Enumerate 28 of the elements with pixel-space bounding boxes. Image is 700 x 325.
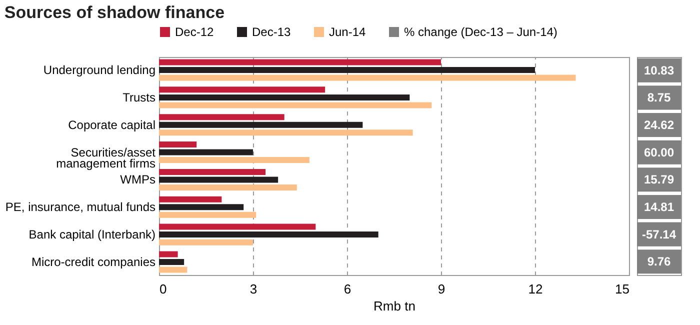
legend-label: % change (Dec-13 – Jun-14) (404, 25, 558, 39)
y-tick-label: Securities/asset management firms (56, 145, 156, 170)
data-label: 15.79 (644, 172, 674, 187)
y-tick-label: Underground lending (43, 63, 156, 78)
legend-label: Dec-12 (175, 25, 214, 39)
y-tick-label: Micro-credit companies (31, 254, 156, 269)
x-tick-label: 12 (528, 282, 543, 296)
data-label: 10.83 (644, 63, 674, 78)
x-tick-label: 6 (344, 282, 352, 296)
x-tick-label: 15 (615, 282, 630, 296)
data-label: 8.75 (647, 90, 671, 105)
legend-label: Dec-13 (252, 25, 292, 39)
x-tick-label: 3 (250, 282, 258, 296)
y-tick-label: WMPs (120, 172, 156, 187)
chart-title: Sources of shadow finance (4, 3, 225, 22)
x-tick-label: 0 (160, 282, 167, 296)
data-label: 9.76 (647, 254, 671, 269)
y-tick-label: Bank capital (Interbank) (28, 228, 156, 242)
y-tick-label: Trusts (122, 90, 156, 104)
y-tick-label: Coporate capital (68, 118, 156, 132)
data-label: 24.62 (644, 118, 674, 132)
y-tick-label: PE, insurance, mutual funds (5, 200, 156, 214)
x-tick-label: 9 (438, 282, 446, 296)
data-label: 60.00 (644, 145, 674, 160)
legend-label: Jun-14 (329, 25, 366, 39)
data-label: -57.14 (642, 227, 676, 242)
data-label: 14.81 (644, 200, 674, 214)
x-axis-title: Rmb tn (374, 298, 416, 314)
